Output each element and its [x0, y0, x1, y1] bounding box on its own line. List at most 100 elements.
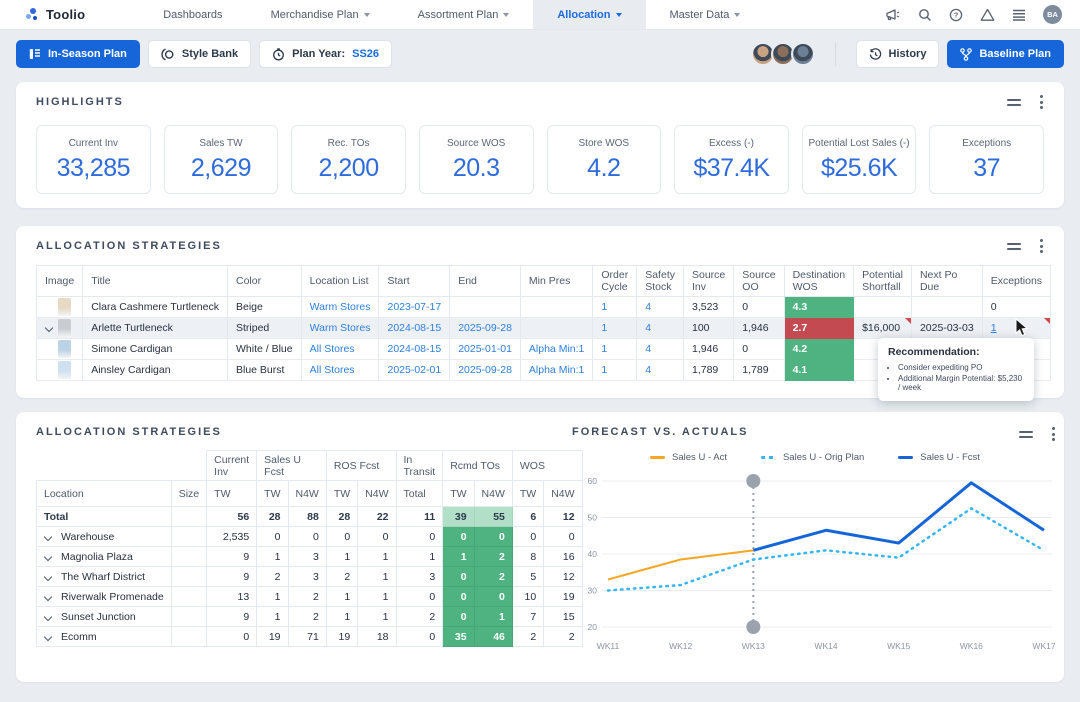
column-header[interactable]: TW: [206, 480, 258, 507]
table-row[interactable]: Magnolia Plaza 9 1 3 1 1 1 1 2 8 16: [36, 546, 583, 567]
column-header[interactable]: Order Cycle: [592, 265, 638, 297]
group-header[interactable]: In Transit: [395, 450, 444, 481]
kpi-card[interactable]: Sales TW 2,629: [163, 125, 279, 194]
column-header[interactable]: Title: [82, 265, 228, 297]
baseline-plan-button[interactable]: Baseline Plan: [947, 40, 1064, 68]
location-list-cell-link[interactable]: Warm Stores: [309, 322, 371, 334]
safety-stock-cell-link[interactable]: 4: [645, 322, 652, 334]
column-header[interactable]: Next Po Due: [910, 265, 983, 297]
table-row[interactable]: Warehouse 2,535 0 0 0 0 0 0 0 0 0: [36, 526, 583, 547]
min-pres-cell-link[interactable]: Alpha Min:1: [528, 364, 585, 376]
kpi-card[interactable]: Potential Lost Sales (-) $25.6K: [801, 125, 917, 194]
style-bank-button[interactable]: Style Bank: [147, 40, 252, 68]
column-header[interactable]: Color: [227, 265, 302, 297]
group-header[interactable]: ROS Fcst: [325, 450, 397, 481]
resize-handle-icon[interactable]: [1007, 98, 1021, 106]
more-options-icon[interactable]: [1037, 238, 1046, 254]
plan-year-button[interactable]: Plan Year: SS26: [259, 40, 393, 68]
menu-icon[interactable]: [1012, 9, 1026, 21]
order-cycle-cell-link[interactable]: 1: [601, 301, 608, 313]
legend-item[interactable]: Sales U - Orig Plan: [760, 452, 864, 463]
kpi-card[interactable]: Excess (-) $37.4K: [674, 125, 789, 194]
end-date-cell-link[interactable]: 2025-09-28: [458, 364, 512, 376]
chevron-down-icon[interactable]: [44, 632, 54, 642]
nav-item-dashboards[interactable]: Dashboards: [139, 0, 246, 29]
safety-stock-cell-link[interactable]: 4: [645, 364, 652, 376]
safety-stock-cell-link[interactable]: 4: [645, 343, 652, 355]
legend-item[interactable]: Sales U - Fcst: [898, 452, 980, 463]
column-header[interactable]: Safety Stock: [636, 265, 684, 297]
column-header[interactable]: Min Pres: [519, 265, 594, 297]
column-header[interactable]: TW: [325, 480, 359, 507]
user-avatar[interactable]: BA: [1043, 5, 1062, 24]
chevron-down-icon[interactable]: [45, 323, 55, 333]
column-header[interactable]: Image: [35, 265, 84, 297]
kpi-card[interactable]: Store WOS 4.2: [546, 125, 662, 194]
history-button[interactable]: History: [855, 40, 940, 68]
table-row[interactable]: Sunset Junction 9 1 2 1 1 2 0 1 7 15: [36, 606, 583, 627]
table-row[interactable]: Clara Cashmere Turtleneck Beige Warm Store…: [35, 296, 1052, 318]
in-season-plan-button[interactable]: In-Season Plan: [16, 40, 140, 68]
start-date-cell-link[interactable]: 2024-08-15: [387, 343, 442, 355]
nav-item-allocation[interactable]: Allocation: [533, 0, 646, 29]
column-header[interactable]: Source Inv: [682, 265, 735, 297]
megaphone-icon[interactable]: [885, 8, 901, 22]
safety-stock-cell-link[interactable]: 4: [645, 301, 652, 313]
location-list-cell-link[interactable]: All Stores: [309, 343, 355, 355]
table-row[interactable]: Riverwalk Promenade 13 1 2 1 1 0 0 0 10 19: [36, 586, 583, 607]
column-header[interactable]: Location List: [300, 265, 380, 297]
order-cycle-cell-link[interactable]: 1: [601, 343, 608, 355]
column-header[interactable]: Size: [170, 480, 208, 507]
resize-handle-icon[interactable]: [1019, 430, 1033, 438]
resize-handle-icon[interactable]: [1007, 242, 1021, 250]
end-date-cell-link[interactable]: 2025-09-28: [458, 322, 512, 334]
chevron-down-icon[interactable]: [44, 612, 54, 622]
column-header[interactable]: N4W: [473, 480, 513, 507]
column-header[interactable]: Location: [36, 480, 172, 507]
chevron-down-icon[interactable]: [44, 572, 54, 582]
location-list-cell-link[interactable]: Warm Stores: [309, 301, 371, 313]
column-header[interactable]: Start: [378, 265, 451, 297]
column-header[interactable]: Source OO: [733, 265, 785, 297]
collaborator-avatar[interactable]: [790, 42, 815, 66]
chevron-down-icon[interactable]: [44, 532, 54, 542]
start-date-cell-link[interactable]: 2025-02-01: [387, 364, 442, 376]
column-header[interactable]: TW: [442, 480, 475, 507]
more-options-icon[interactable]: [1037, 94, 1046, 110]
brand[interactable]: Toolio: [0, 0, 99, 29]
kpi-card[interactable]: Current Inv 33,285: [36, 125, 151, 194]
column-header[interactable]: Exceptions: [981, 265, 1052, 297]
column-header[interactable]: N4W: [357, 480, 397, 507]
kpi-card[interactable]: Rec. TOs 2,200: [291, 125, 406, 194]
start-date-cell-link[interactable]: 2023-07-17: [387, 301, 442, 313]
chevron-down-icon[interactable]: [44, 552, 54, 562]
table-row[interactable]: Total 56 28 88 28 22 11 39 55 6 12: [36, 506, 583, 527]
help-icon[interactable]: ?: [949, 8, 963, 22]
column-header[interactable]: N4W: [287, 480, 327, 507]
end-date-cell-link[interactable]: 2025-01-01: [458, 343, 512, 355]
table-row[interactable]: The Wharf District 9 2 3 2 1 3 0 2 5 12: [36, 566, 583, 587]
column-header[interactable]: End: [449, 265, 521, 297]
warning-icon[interactable]: [980, 8, 995, 22]
chevron-down-icon[interactable]: [44, 592, 54, 602]
column-header[interactable]: TW: [511, 480, 545, 507]
search-icon[interactable]: [918, 8, 932, 22]
nav-item-assortment-plan[interactable]: Assortment Plan: [394, 0, 534, 29]
order-cycle-cell-link[interactable]: 1: [601, 322, 608, 334]
column-header[interactable]: TW: [256, 480, 289, 507]
exceptions-cell-link[interactable]: 1: [990, 322, 997, 334]
group-header[interactable]: Sales U Fcst: [256, 450, 327, 481]
kpi-card[interactable]: Exceptions 37: [929, 125, 1044, 194]
column-header[interactable]: Total: [395, 480, 444, 507]
group-header[interactable]: WOS: [511, 450, 583, 481]
table-row[interactable]: Arlette Turtleneck Striped Warm Stores 2024…: [35, 317, 1052, 339]
column-header[interactable]: N4W: [543, 480, 583, 507]
more-options-icon[interactable]: [1049, 426, 1058, 442]
location-list-cell-link[interactable]: All Stores: [309, 364, 355, 376]
order-cycle-cell-link[interactable]: 1: [601, 364, 608, 376]
min-pres-cell-link[interactable]: Alpha Min:1: [528, 343, 585, 355]
nav-item-master-data[interactable]: Master Data: [646, 0, 765, 29]
group-header[interactable]: Current Inv: [206, 450, 258, 481]
table-row[interactable]: Ecomm 0 19 71 19 18 0 35 46 2 2: [36, 626, 583, 647]
nav-item-merchandise-plan[interactable]: Merchandise Plan: [247, 0, 394, 29]
